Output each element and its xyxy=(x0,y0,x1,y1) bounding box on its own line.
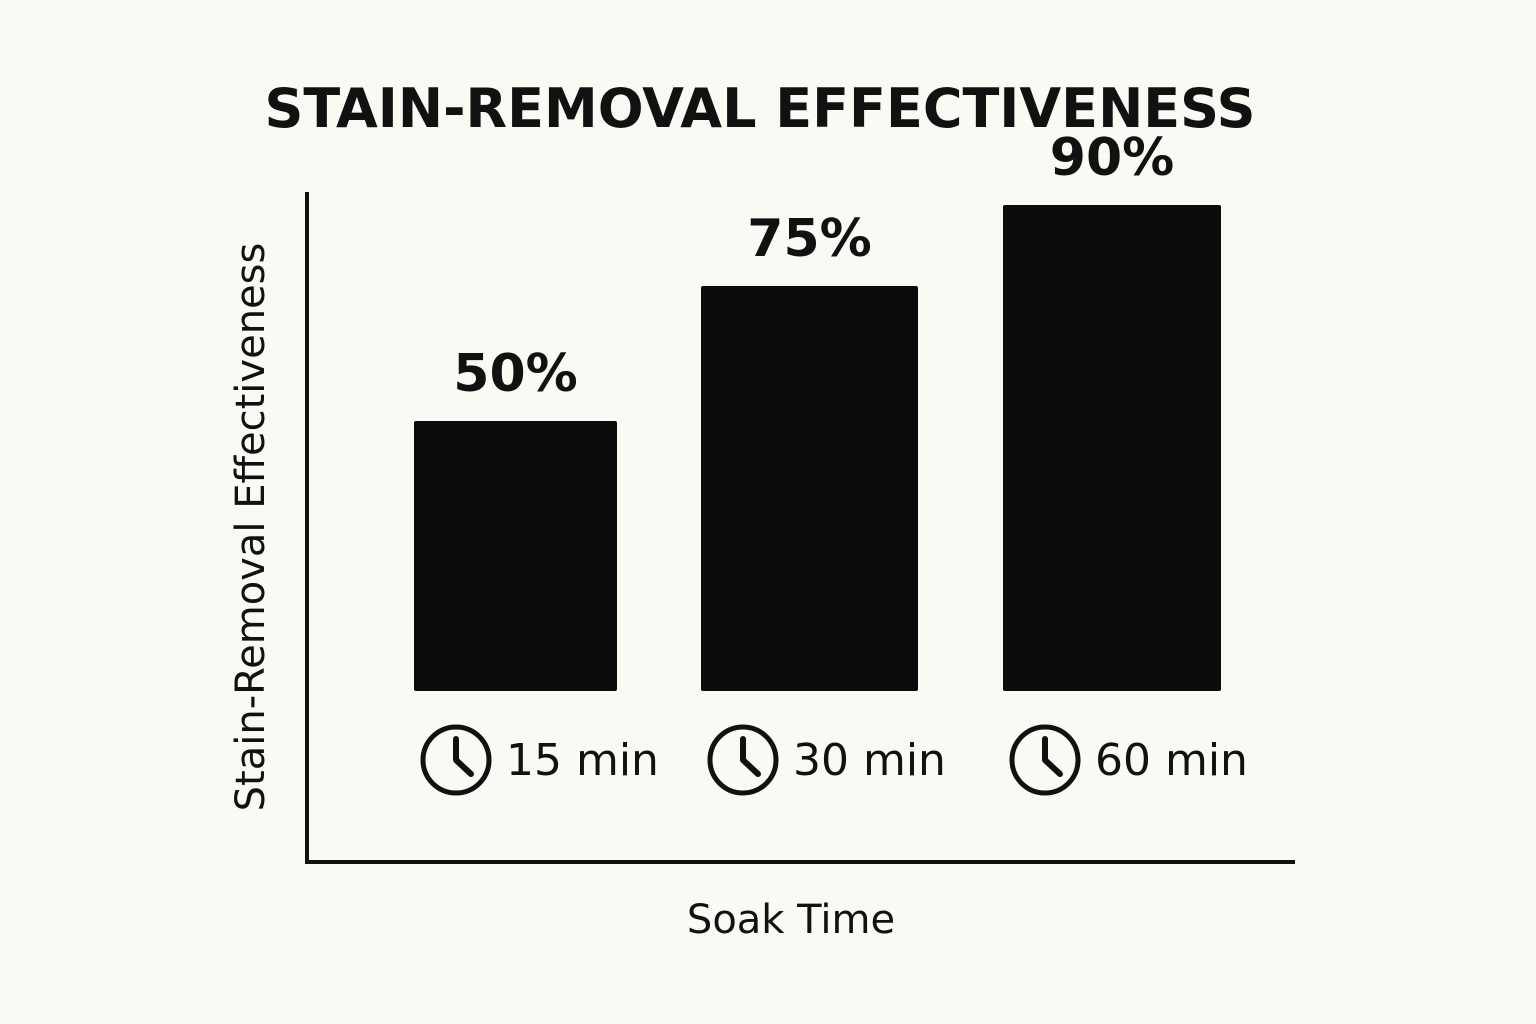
clock-icon xyxy=(1009,724,1081,796)
bar-1 xyxy=(701,286,918,691)
data-label-1: 75% xyxy=(747,209,871,269)
bar-0 xyxy=(414,421,617,691)
x-tick-label-0: 15 min xyxy=(506,735,659,786)
x-axis-label: Soak Time xyxy=(687,897,895,943)
chart-marks: 50% 15 min 75% 30 min 90% 60 min xyxy=(414,128,1248,796)
data-label-2: 90% xyxy=(1050,128,1174,188)
clock-icon xyxy=(420,724,492,796)
x-tick-label-2: 60 min xyxy=(1095,735,1248,786)
clock-icon xyxy=(707,724,779,796)
y-axis-label: Stain-Removal Effectiveness xyxy=(228,243,274,812)
data-label-0: 50% xyxy=(453,344,577,404)
x-tick-label-1: 30 min xyxy=(793,735,946,786)
bar-2 xyxy=(1003,205,1221,691)
chart-title: STAIN-REMOVAL EFFECTIVENESS xyxy=(264,77,1255,140)
